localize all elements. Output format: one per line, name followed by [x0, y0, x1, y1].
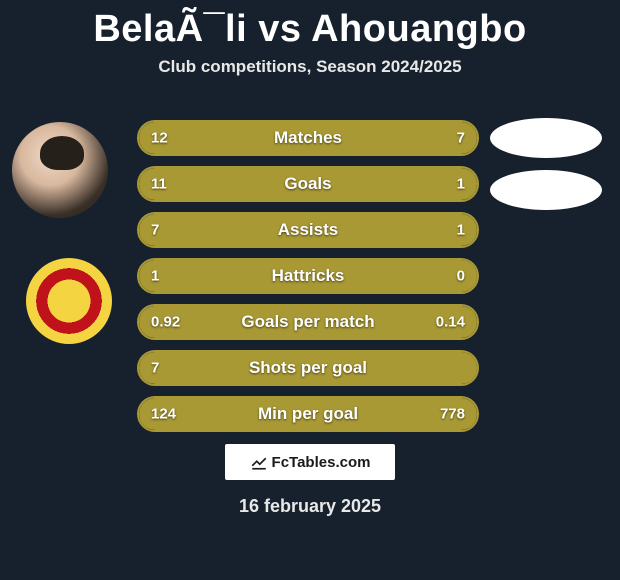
- brand-text: FcTables.com: [272, 454, 371, 471]
- player-right-avatar-placeholder-2: [490, 170, 602, 210]
- stat-label: Assists: [139, 220, 477, 240]
- stat-row: 11Goals1: [137, 166, 479, 202]
- player-right-avatar-placeholder-1: [490, 118, 602, 158]
- stat-row: 1Hattricks0: [137, 258, 479, 294]
- stat-label: Hattricks: [139, 266, 477, 286]
- stat-label: Min per goal: [139, 404, 477, 424]
- stat-label: Matches: [139, 128, 477, 148]
- stat-row: 124Min per goal778: [137, 396, 479, 432]
- footer-date: 16 february 2025: [0, 496, 620, 517]
- stat-label: Goals: [139, 174, 477, 194]
- player-left-avatar: [12, 122, 108, 218]
- page-subtitle: Club competitions, Season 2024/2025: [0, 57, 620, 77]
- page-title: BelaÃ¯li vs Ahouangbo: [0, 0, 620, 51]
- stat-value-right: 1: [457, 176, 465, 193]
- comparison-bars: 12Matches711Goals17Assists11Hattricks00.…: [137, 120, 479, 442]
- stat-row: 0.92Goals per match0.14: [137, 304, 479, 340]
- brand-logo: FcTables.com: [225, 444, 395, 480]
- stat-value-right: 7: [457, 130, 465, 147]
- stat-value-right: 0: [457, 268, 465, 285]
- stat-row: 7Assists1: [137, 212, 479, 248]
- stat-value-right: 0.14: [436, 314, 465, 331]
- stat-label: Shots per goal: [139, 358, 477, 378]
- stat-value-right: 778: [440, 406, 465, 423]
- stat-row: 7Shots per goal: [137, 350, 479, 386]
- stat-label: Goals per match: [139, 312, 477, 332]
- chart-icon: [250, 453, 268, 471]
- stat-row: 12Matches7: [137, 120, 479, 156]
- stat-value-right: 1: [457, 222, 465, 239]
- club-badge-left: [26, 258, 112, 344]
